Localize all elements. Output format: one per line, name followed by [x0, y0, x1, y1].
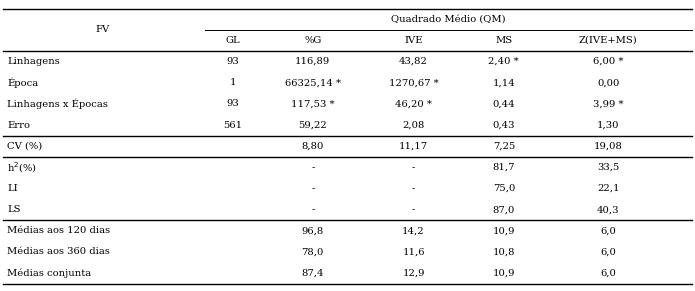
Text: 1: 1	[229, 78, 236, 87]
Text: Médias aos 360 dias: Médias aos 360 dias	[7, 247, 110, 256]
Text: 10,9: 10,9	[493, 269, 515, 278]
Text: 43,82: 43,82	[399, 57, 428, 66]
Text: 11,6: 11,6	[402, 247, 425, 256]
Text: 561: 561	[223, 120, 243, 129]
Text: 10,8: 10,8	[493, 247, 515, 256]
Text: 81,7: 81,7	[493, 163, 515, 172]
Text: 117,53 *: 117,53 *	[291, 100, 334, 109]
Text: Quadrado Médio (QM): Quadrado Médio (QM)	[391, 15, 505, 24]
Text: Linhagens: Linhagens	[7, 57, 60, 66]
Text: 19,08: 19,08	[594, 142, 623, 151]
Text: 14,2: 14,2	[402, 226, 425, 235]
Text: CV (%): CV (%)	[7, 142, 42, 151]
Text: Época: Época	[7, 77, 38, 88]
Text: 0,00: 0,00	[597, 78, 619, 87]
Text: -: -	[311, 184, 314, 193]
Text: 59,22: 59,22	[298, 120, 327, 129]
Text: FV: FV	[96, 25, 110, 34]
Text: 93: 93	[227, 100, 239, 109]
Text: Z(IVE+MS): Z(IVE+MS)	[579, 36, 637, 45]
Text: 116,89: 116,89	[295, 57, 330, 66]
Text: 12,9: 12,9	[402, 269, 425, 278]
Text: Médias conjunta: Médias conjunta	[7, 268, 91, 278]
Text: 22,1: 22,1	[597, 184, 619, 193]
Text: -: -	[311, 205, 314, 214]
Text: GL: GL	[225, 36, 240, 45]
Text: 6,0: 6,0	[600, 247, 616, 256]
Text: 8,80: 8,80	[302, 142, 324, 151]
Text: IVE: IVE	[404, 36, 423, 45]
Text: 7,25: 7,25	[493, 142, 515, 151]
Text: LS: LS	[7, 205, 20, 214]
Text: 3,99 *: 3,99 *	[593, 100, 623, 109]
Text: 2,40 *: 2,40 *	[489, 57, 519, 66]
Text: 6,0: 6,0	[600, 269, 616, 278]
Text: 46,20 *: 46,20 *	[395, 100, 432, 109]
Text: LI: LI	[7, 184, 17, 193]
Text: 40,3: 40,3	[597, 205, 619, 214]
Text: MS: MS	[496, 36, 512, 45]
Text: h$^{2}$(%): h$^{2}$(%)	[7, 160, 37, 175]
Text: -: -	[412, 184, 415, 193]
Text: 87,0: 87,0	[493, 205, 515, 214]
Text: 11,17: 11,17	[399, 142, 428, 151]
Text: 66325,14 *: 66325,14 *	[285, 78, 341, 87]
Text: 1,14: 1,14	[493, 78, 515, 87]
Text: -: -	[311, 163, 314, 172]
Text: 33,5: 33,5	[597, 163, 619, 172]
Text: 1270,67 *: 1270,67 *	[389, 78, 439, 87]
Text: 0,43: 0,43	[493, 120, 515, 129]
Text: 2,08: 2,08	[402, 120, 425, 129]
Text: 87,4: 87,4	[302, 269, 324, 278]
Text: Erro: Erro	[7, 120, 30, 129]
Text: 6,00 *: 6,00 *	[593, 57, 623, 66]
Text: 0,44: 0,44	[493, 100, 515, 109]
Text: Médias aos 120 dias: Médias aos 120 dias	[7, 226, 110, 235]
Text: 6,0: 6,0	[600, 226, 616, 235]
Text: 96,8: 96,8	[302, 226, 324, 235]
Text: 78,0: 78,0	[302, 247, 324, 256]
Text: -: -	[412, 163, 415, 172]
Text: -: -	[412, 205, 415, 214]
Text: %G: %G	[304, 36, 321, 45]
Text: 10,9: 10,9	[493, 226, 515, 235]
Text: 1,30: 1,30	[597, 120, 619, 129]
Text: 75,0: 75,0	[493, 184, 515, 193]
Text: Linhagens x Épocas: Linhagens x Épocas	[7, 99, 108, 109]
Text: 93: 93	[227, 57, 239, 66]
